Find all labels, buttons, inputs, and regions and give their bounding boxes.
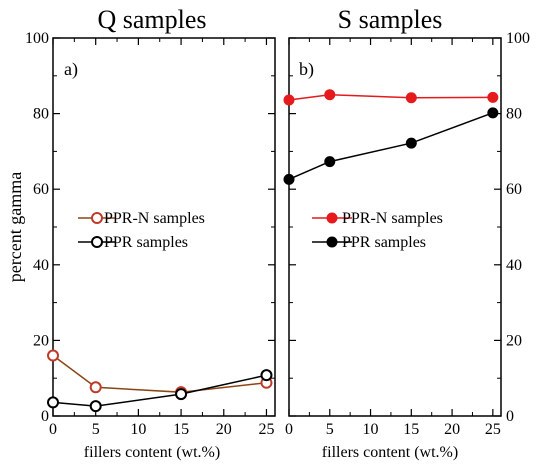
series-line	[288, 112, 494, 181]
legend-marker	[326, 212, 338, 224]
series-line	[52, 354, 267, 393]
data-point	[89, 381, 102, 394]
x-axis-label: fillers content (wt.%)	[322, 444, 458, 461]
series-layer	[283, 89, 499, 185]
y-tick-label: 20	[33, 332, 49, 349]
y-tick-label: 0	[41, 408, 49, 425]
x-tick-label: 25	[485, 421, 501, 438]
axis-ticks: 0 5 10 15 20 25 0 20 40 60 80 100	[285, 30, 530, 438]
x-tick-label: 5	[92, 421, 100, 438]
plot-frame	[52, 37, 276, 417]
panel-q-samples: Q samples a) percent gamma fillers conte…	[5, 5, 276, 461]
y-tick-label: 0	[506, 408, 514, 425]
y-tick-label: 40	[33, 257, 49, 274]
y-tick-label: 80	[33, 106, 49, 123]
y-tick-label: 40	[506, 257, 522, 274]
chart-title: S samples	[338, 5, 443, 34]
x-tick-label: 0	[285, 421, 293, 438]
axis-ticks: 0 5 10 15 20 25 0 20 40 60 80 100	[25, 30, 275, 438]
x-tick-label: 25	[258, 421, 274, 438]
x-tick-label: 15	[403, 421, 419, 438]
legend-marker	[91, 236, 103, 248]
plot-frame	[288, 37, 502, 417]
legend-label: PPR-N samples	[342, 210, 443, 227]
y-tick-label: 100	[506, 30, 530, 47]
legend-label: PPR-N samples	[104, 210, 205, 227]
x-tick-label: 0	[49, 421, 57, 438]
legend-marker	[91, 212, 103, 224]
x-tick-label: 10	[130, 421, 146, 438]
data-point	[47, 349, 59, 362]
chart-title: Q samples	[97, 5, 206, 34]
data-point	[89, 400, 102, 413]
x-tick-label: 5	[326, 421, 334, 438]
data-point	[324, 156, 336, 168]
y-tick-label: 60	[33, 181, 49, 198]
x-tick-label: 20	[216, 421, 232, 438]
series-line	[52, 374, 267, 407]
data-point	[487, 91, 499, 103]
y-tick-label: 80	[506, 106, 522, 123]
data-point	[487, 107, 499, 119]
y-tick-label: 100	[25, 30, 49, 47]
data-point	[47, 396, 59, 409]
data-point	[283, 94, 295, 106]
legend-label: PPR samples	[342, 234, 426, 251]
panel-label: b)	[299, 59, 314, 80]
data-point	[405, 137, 417, 149]
y-tick-label: 60	[506, 181, 522, 198]
data-point	[405, 92, 417, 104]
series-line	[288, 93, 493, 101]
legend-label: PPR samples	[104, 234, 188, 251]
x-tick-label: 20	[444, 421, 460, 438]
legend-marker	[326, 236, 338, 248]
panel-s-samples: S samples b) fillers content (wt.%) 0 5 10…	[283, 5, 530, 461]
data-point	[260, 369, 273, 382]
series-layer	[47, 349, 273, 413]
legend: PPR-N samples PPR samples	[312, 210, 443, 251]
x-tick-label: 15	[173, 421, 189, 438]
x-tick-label: 10	[363, 421, 379, 438]
y-tick-label: 20	[506, 332, 522, 349]
panel-label: a)	[64, 59, 78, 80]
legend: PPR-N samples PPR samples	[78, 210, 205, 251]
x-axis-label: fillers content (wt.%)	[84, 444, 220, 461]
data-point	[175, 388, 188, 401]
data-point	[283, 173, 295, 185]
y-axis-label: percent gamma	[5, 172, 25, 282]
data-point	[324, 89, 336, 101]
